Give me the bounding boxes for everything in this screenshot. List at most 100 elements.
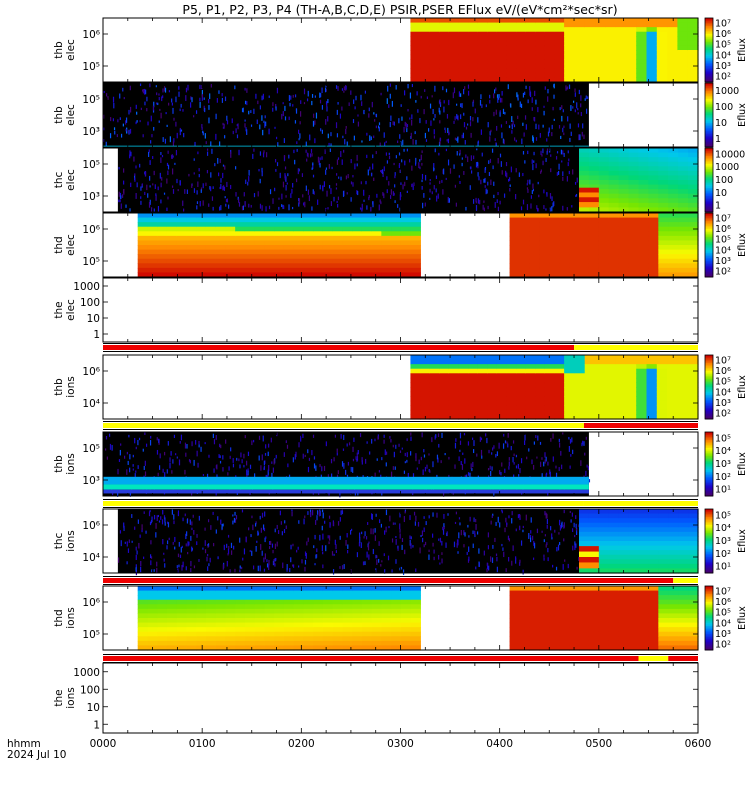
- data-cell: [264, 640, 275, 647]
- data-cell: [677, 36, 689, 42]
- data-cell: [668, 531, 679, 538]
- data-cell: [415, 515, 417, 522]
- data-cell: [176, 565, 178, 568]
- data-cell: [131, 514, 133, 518]
- data-cell: [186, 631, 197, 637]
- data-cell: [458, 72, 469, 79]
- data-cell: [574, 364, 586, 370]
- data-cell: [429, 36, 440, 42]
- data-cell: [678, 249, 689, 255]
- data-cell: [322, 213, 334, 219]
- data-cell: [361, 645, 373, 651]
- data-cell: [559, 519, 561, 526]
- data-cell: [584, 396, 596, 402]
- data-cell: [397, 140, 399, 144]
- data-cell: [293, 249, 304, 255]
- data-cell: [231, 118, 233, 124]
- data-cell: [410, 72, 421, 79]
- data-cell: [429, 18, 440, 24]
- data-cell: [378, 541, 380, 546]
- data-cell: [347, 544, 349, 549]
- data-cell: [677, 63, 689, 69]
- data-cell: [368, 554, 370, 560]
- data-cell: [223, 123, 225, 129]
- data-cell: [222, 523, 224, 527]
- data-cell: [254, 245, 266, 251]
- data-cell: [402, 184, 404, 190]
- data-cell: [496, 59, 508, 65]
- data-cell: [129, 491, 132, 497]
- data-cell: [579, 134, 581, 141]
- data-cell: [185, 452, 187, 457]
- data-cell: [509, 608, 521, 615]
- data-cell: [429, 470, 431, 473]
- data-cell: [506, 31, 517, 37]
- data-cell: [522, 569, 524, 575]
- data-cell: [229, 569, 231, 573]
- data-cell: [448, 198, 450, 203]
- data-cell: [157, 235, 168, 242]
- data-cell: [402, 569, 405, 575]
- data-cell: [522, 92, 525, 98]
- data-cell: [562, 150, 564, 155]
- data-cell: [618, 559, 630, 565]
- y-tick-label: 10⁵: [82, 443, 100, 455]
- data-cell: [404, 511, 406, 514]
- data-cell: [579, 546, 599, 553]
- data-cell: [383, 132, 385, 138]
- data-cell: [342, 235, 353, 242]
- data-cell: [516, 45, 527, 51]
- data-cell: [399, 533, 401, 539]
- data-cell: [288, 154, 290, 159]
- data-cell: [516, 36, 527, 42]
- data-cell: [244, 231, 256, 237]
- data-cell: [544, 72, 556, 79]
- data-cell: [576, 566, 578, 570]
- data-cell: [322, 599, 334, 605]
- data-cell: [400, 235, 412, 242]
- data-cell: [667, 364, 679, 370]
- data-cell: [529, 86, 531, 91]
- data-cell: [244, 640, 256, 647]
- data-cell: [201, 94, 204, 98]
- data-cell: [439, 396, 450, 402]
- data-cell: [259, 178, 261, 184]
- data-cell: [688, 217, 699, 223]
- data-cell: [668, 193, 679, 199]
- data-cell: [136, 182, 138, 188]
- data-cell: [556, 546, 558, 552]
- data-cell: [176, 254, 188, 260]
- panel-label-species: elec: [65, 104, 77, 126]
- data-cell: [283, 258, 295, 264]
- data-cell: [525, 364, 536, 370]
- data-cell: [648, 509, 659, 515]
- data-cell: [206, 151, 209, 156]
- data-cell: [467, 559, 470, 563]
- data-cell: [687, 377, 699, 384]
- data-cell: [544, 86, 546, 90]
- data-cell: [678, 550, 689, 556]
- data-cell: [240, 452, 242, 458]
- data-cell: [553, 118, 555, 121]
- data-cell: [303, 608, 314, 615]
- data-cell: [525, 414, 536, 420]
- data-cell: [274, 222, 285, 228]
- data-cell: [146, 96, 148, 102]
- data-cell: [157, 249, 168, 255]
- data-cell: [176, 608, 188, 615]
- data-cell: [618, 184, 630, 190]
- data-cell: [172, 141, 175, 147]
- data-cell: [235, 618, 246, 624]
- data-cell: [668, 166, 679, 172]
- data-cell: [264, 226, 275, 232]
- data-cell: [186, 531, 188, 536]
- data-cell: [342, 595, 353, 601]
- data-cell: [553, 201, 555, 207]
- data-cell: [332, 522, 335, 527]
- data-cell: [549, 235, 560, 242]
- data-cell: [688, 231, 699, 237]
- data-cell: [522, 172, 524, 177]
- data-cell: [264, 636, 275, 642]
- data-cell: [429, 59, 440, 65]
